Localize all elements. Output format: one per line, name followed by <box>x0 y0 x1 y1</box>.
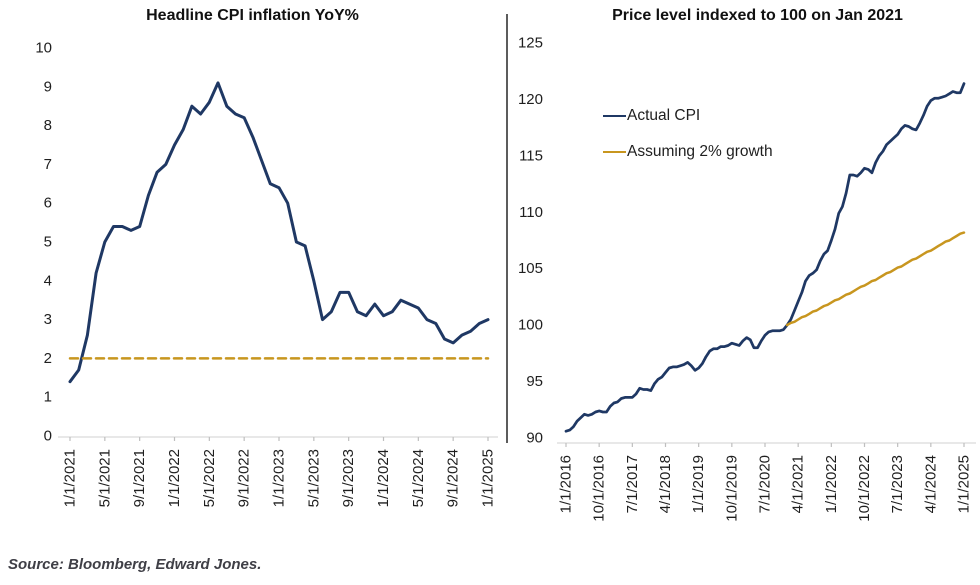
y-axis-label: 4 <box>44 272 52 289</box>
headline-cpi-chart-canvas: 1/1/2021 5/1/2021 9/1/2021 1/1/2022 5/1/2022… <box>35 40 498 507</box>
y-axis-label: 95 <box>526 373 543 390</box>
x-axis-label: 5/1/2024 <box>410 449 427 507</box>
x-axis-label: 1/1/2021 <box>62 449 79 507</box>
series-line-actual-cpi <box>564 82 966 433</box>
x-axis-label: 9/1/2021 <box>131 449 148 507</box>
y-axis-label: 0 <box>44 428 52 445</box>
x-axis-label: 10/1/2016 <box>591 455 608 522</box>
y-axis-label: 10 <box>35 40 52 57</box>
legend-label-actual-cpi: Actual CPI <box>627 107 701 124</box>
legend: Actual CPI Assuming 2% growth <box>603 104 773 176</box>
y-axis-label: 2 <box>44 350 52 367</box>
y-axis-label: 115 <box>519 147 543 164</box>
y-axis-label: 110 <box>519 204 543 221</box>
y-axis-label: 120 <box>518 91 543 108</box>
x-axis-label: 1/1/2022 <box>823 455 840 513</box>
source-note: Source: Bloomberg, Edward Jones. <box>8 556 262 573</box>
y-axis-label: 5 <box>44 234 52 251</box>
x-axis-label: 5/1/2021 <box>96 449 113 507</box>
x-axis-label: 4/1/2021 <box>790 455 807 513</box>
x-axis-label: 9/1/2023 <box>340 449 357 507</box>
x-axis-label: 1/1/2022 <box>166 449 183 507</box>
y-axis-label: 125 <box>518 35 543 52</box>
y-axis-label: 8 <box>44 117 52 134</box>
x-axis-label: 7/1/2020 <box>757 455 774 513</box>
legend-label-assuming-2pct-growth: Assuming 2% growth <box>627 143 773 160</box>
x-axis-label: 1/1/2025 <box>956 455 973 513</box>
x-axis-label: 1/1/2025 <box>480 449 497 507</box>
y-axis-label: 7 <box>44 156 52 173</box>
legend-item-assuming-2pct-growth: Assuming 2% growth <box>603 140 773 164</box>
x-axis-label: 4/1/2024 <box>922 455 939 513</box>
x-axis-label: 10/1/2019 <box>723 455 740 522</box>
x-axis-label: 9/1/2024 <box>445 449 462 507</box>
y-axis-label: 3 <box>44 311 52 328</box>
legend-line-actual-cpi-icon <box>603 115 626 117</box>
y-axis-label: 1 <box>44 389 52 406</box>
x-axis-label: 1/1/2023 <box>271 449 288 507</box>
series-line-headline-cpi-inflation-yoy- <box>68 81 490 384</box>
x-axis-label: 7/1/2023 <box>889 455 906 513</box>
price-level-chart-title: Price level indexed to 100 on Jan 2021 <box>612 7 903 24</box>
y-axis-label: 105 <box>518 260 543 277</box>
x-axis-label: 1/1/2024 <box>375 449 392 507</box>
x-axis-label: 5/1/2022 <box>201 449 218 507</box>
y-axis-label: 6 <box>44 195 52 212</box>
x-axis-label: 1/1/2019 <box>690 455 707 513</box>
price-level-chart-canvas: 1/1/2016 10/1/2016 7/1/2017 4/1/2018 1/1/201… <box>506 14 976 522</box>
series-line-assuming-2-growth <box>785 231 966 327</box>
legend-item-actual-cpi: Actual CPI <box>603 104 773 128</box>
x-axis-label: 5/1/2023 <box>305 449 322 507</box>
x-axis-label: 7/1/2017 <box>624 455 641 513</box>
x-axis-label: 9/1/2022 <box>236 449 253 507</box>
y-axis-label: 100 <box>518 317 543 334</box>
x-axis-label: 10/1/2022 <box>856 455 873 522</box>
x-axis-label: 4/1/2018 <box>657 455 674 513</box>
x-axis-label: 1/1/2016 <box>558 455 575 513</box>
headline-cpi-chart-title: Headline CPI inflation YoY% <box>146 7 359 24</box>
y-axis-label: 9 <box>44 78 52 95</box>
legend-line-assuming-2pct-growth-icon <box>603 151 626 153</box>
y-axis-label: 90 <box>526 430 543 447</box>
